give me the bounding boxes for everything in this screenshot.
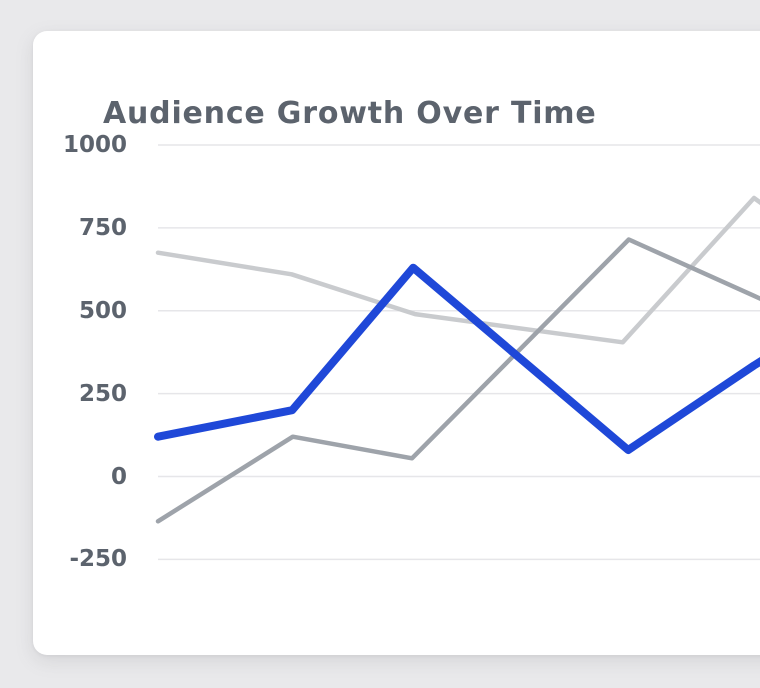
chart-card: Audience Growth Over Time [33, 31, 760, 655]
series-medium-gray [155, 237, 760, 524]
y-tick-label: 750 [78, 214, 127, 241]
y-tick-label: 500 [78, 297, 127, 324]
y-tick-label: 0 [110, 463, 127, 490]
series-light-gray [155, 195, 760, 345]
y-tick-label: -250 [69, 546, 127, 573]
chart-title: Audience Growth Over Time [103, 96, 597, 131]
y-tick-label: 250 [78, 380, 127, 407]
series-primary-blue [154, 263, 760, 454]
y-tick-label: 1000 [62, 132, 127, 158]
